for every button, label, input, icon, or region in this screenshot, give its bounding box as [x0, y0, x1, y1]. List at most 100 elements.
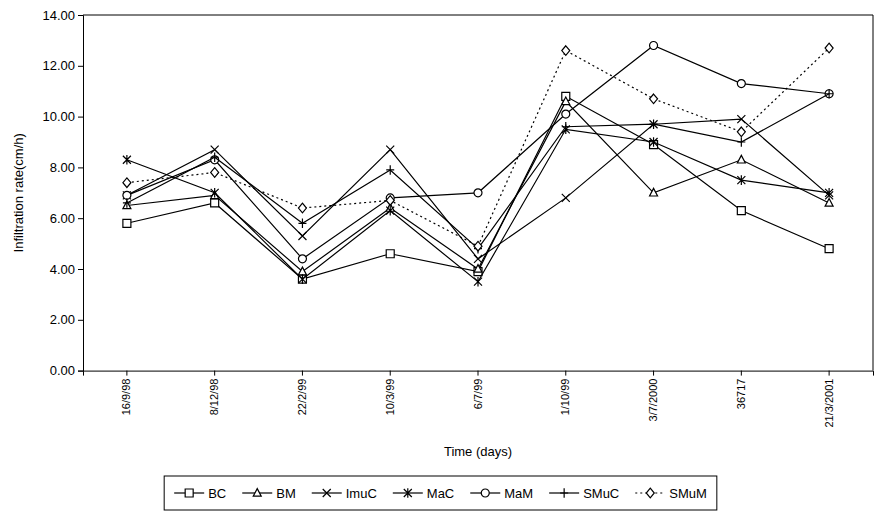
series-marker — [211, 188, 219, 198]
x-tick: 36717 — [735, 371, 747, 410]
series-marker — [737, 175, 745, 185]
y-tick: 14.00 — [42, 8, 83, 23]
series-marker — [650, 120, 658, 128]
series-marker — [474, 189, 482, 197]
legend-marker — [646, 488, 654, 498]
y-tick-label: 2.00 — [50, 312, 75, 327]
y-tick-mark — [78, 167, 83, 168]
legend-marker — [404, 488, 412, 498]
x-tick: 10/3/99 — [384, 371, 396, 416]
legend-item: BM — [242, 486, 296, 501]
series-line — [127, 101, 829, 271]
series-marker — [211, 152, 219, 162]
x-tick: 22/2/99 — [296, 371, 308, 416]
legend-label: SMuM — [669, 486, 707, 501]
series-marker — [562, 97, 570, 105]
plot-area — [123, 41, 833, 286]
legend-box — [164, 476, 717, 510]
series-marker — [123, 198, 131, 208]
series-marker — [123, 191, 131, 199]
series-marker — [298, 203, 306, 213]
series-marker — [737, 155, 745, 163]
series-marker — [474, 255, 482, 263]
series-marker — [123, 178, 131, 188]
legend-item: SMuC — [549, 486, 619, 501]
series-marker — [386, 196, 394, 206]
series-marker — [386, 165, 394, 175]
y-tick-label: 14.00 — [42, 8, 75, 23]
x-tick-mark — [126, 371, 127, 376]
y-tick: 8.00 — [50, 160, 83, 175]
series-marker — [650, 119, 658, 129]
x-tick-label: 36717 — [735, 379, 747, 410]
series-marker — [211, 146, 219, 154]
series-marker — [386, 250, 394, 258]
x-tick: 21/3/2001 — [823, 371, 835, 428]
y-axis-line — [78, 16, 84, 372]
series-marker — [123, 219, 131, 227]
series-marker — [825, 199, 833, 207]
y-tick-label: 4.00 — [50, 262, 75, 277]
x-tick-mark — [302, 371, 303, 376]
series-marker — [562, 194, 570, 202]
y-tick-mark — [78, 218, 83, 219]
y-tick-mark — [78, 269, 83, 270]
series-marker — [386, 206, 394, 216]
legend: BC BM ImuC MaC MaM SMuC SMuM — [164, 476, 717, 510]
legend-marker — [253, 489, 261, 497]
legend-item: MaC — [393, 486, 454, 501]
legend-label: MaM — [504, 486, 533, 501]
x-tick-label: 21/3/2001 — [823, 379, 835, 428]
y-tick-label: 6.00 — [50, 211, 75, 226]
x-tick-mark — [478, 371, 479, 376]
x-tick: 3/7/2000 — [647, 371, 659, 422]
y-tick-mark — [78, 320, 83, 321]
series-marker — [825, 188, 833, 198]
series-marker — [650, 94, 658, 104]
legend-item: MaM — [470, 486, 533, 501]
legend-label: BM — [276, 486, 296, 501]
series-marker — [825, 43, 833, 53]
legend-marker — [560, 488, 568, 498]
series-marker — [562, 122, 570, 132]
x-tick: 16/9/98 — [120, 371, 132, 416]
series-marker — [737, 127, 745, 137]
legend-marker — [185, 489, 193, 497]
series-marker — [650, 41, 658, 49]
y-tick: 12.00 — [42, 58, 83, 73]
x-tick-label: 8/12/98 — [208, 379, 220, 416]
series-line — [127, 96, 829, 279]
x-tick-mark — [565, 371, 566, 376]
series-line — [127, 48, 829, 246]
y-tick-label: 0.00 — [50, 363, 75, 378]
series-marker — [737, 80, 745, 88]
y-axis-title: Infiltration rate(cm/h) — [11, 133, 26, 252]
y-tick-mark — [78, 15, 83, 16]
series-marker — [737, 137, 745, 147]
series-line — [127, 94, 829, 249]
x-axis-line — [84, 371, 874, 376]
x-tick-mark — [741, 371, 742, 376]
series-marker — [474, 241, 482, 251]
y-tick-mark — [78, 117, 83, 118]
series-marker — [562, 46, 570, 56]
legend-label: BC — [208, 486, 226, 501]
y-tick: 6.00 — [50, 211, 83, 226]
x-tick-mark — [214, 371, 215, 376]
series-line — [127, 45, 829, 258]
legend-item: ImuC — [312, 486, 377, 501]
legend-marker — [481, 489, 489, 497]
legend-item: SMuM — [635, 486, 707, 501]
series-marker — [298, 255, 306, 263]
series-marker — [825, 90, 833, 98]
series-marker — [298, 275, 306, 283]
x-tick-mark — [390, 371, 391, 376]
series-marker — [650, 137, 658, 147]
x-tick-label: 6/7/99 — [472, 379, 484, 410]
y-tick: 4.00 — [50, 262, 83, 277]
series-marker — [211, 168, 219, 178]
series-marker — [298, 274, 306, 284]
y-tick: 0.00 — [50, 363, 83, 378]
x-axis: 16/9/988/12/9822/2/9910/3/996/7/991/10/9… — [84, 371, 874, 428]
chart: 0.002.004.006.008.0010.0012.0014.0016/9/… — [0, 0, 881, 518]
